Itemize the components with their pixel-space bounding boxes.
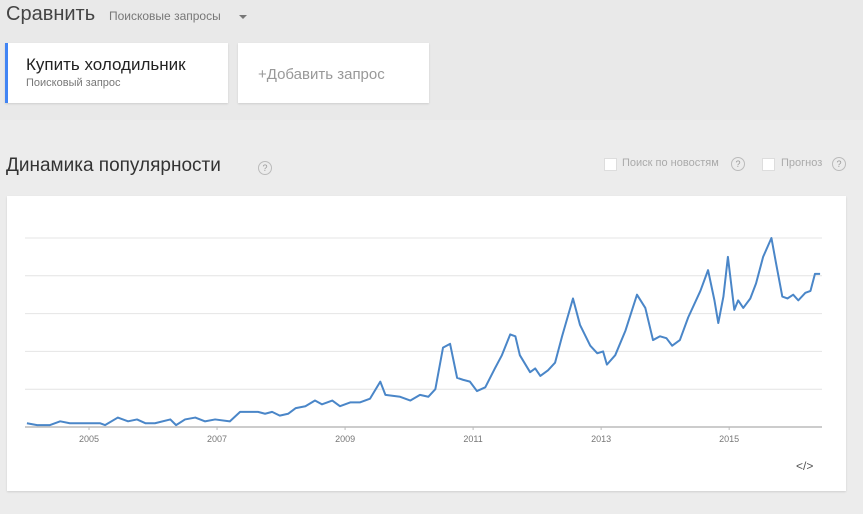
trend-line: [26, 237, 821, 427]
x-tick-label: 2015: [719, 434, 739, 444]
x-tick-label: 2005: [79, 434, 99, 444]
x-tick-label: 2011: [463, 434, 482, 444]
x-tick-label: 2007: [207, 434, 227, 444]
x-tick-label: 2009: [335, 434, 355, 444]
option-label[interactable]: Прогноз: [781, 157, 823, 169]
section-title: Динамика популярности: [6, 155, 221, 176]
term-label: Купить холодильник: [26, 55, 186, 74]
term-card[interactable]: [5, 43, 228, 103]
query-type-dropdown[interactable]: Поисковые запросы: [109, 9, 221, 23]
x-tick-label: 2013: [591, 434, 611, 444]
help-icon[interactable]: ?: [832, 157, 846, 171]
compare-title: Сравнить: [6, 3, 96, 25]
chart-panel: [7, 196, 846, 491]
checkbox[interactable]: [604, 158, 617, 171]
help-icon[interactable]: ?: [258, 161, 272, 175]
dropdown-caret[interactable]: [239, 15, 247, 19]
checkbox[interactable]: [762, 158, 775, 171]
term-sublabel: Поисковый запрос: [26, 77, 121, 89]
add-term-card[interactable]: [238, 43, 429, 103]
help-icon[interactable]: ?: [731, 157, 745, 171]
embed-button[interactable]: </>: [796, 459, 814, 473]
option-label[interactable]: Поиск по новостям: [622, 157, 719, 169]
add-term[interactable]: +Добавить запрос: [258, 66, 385, 83]
